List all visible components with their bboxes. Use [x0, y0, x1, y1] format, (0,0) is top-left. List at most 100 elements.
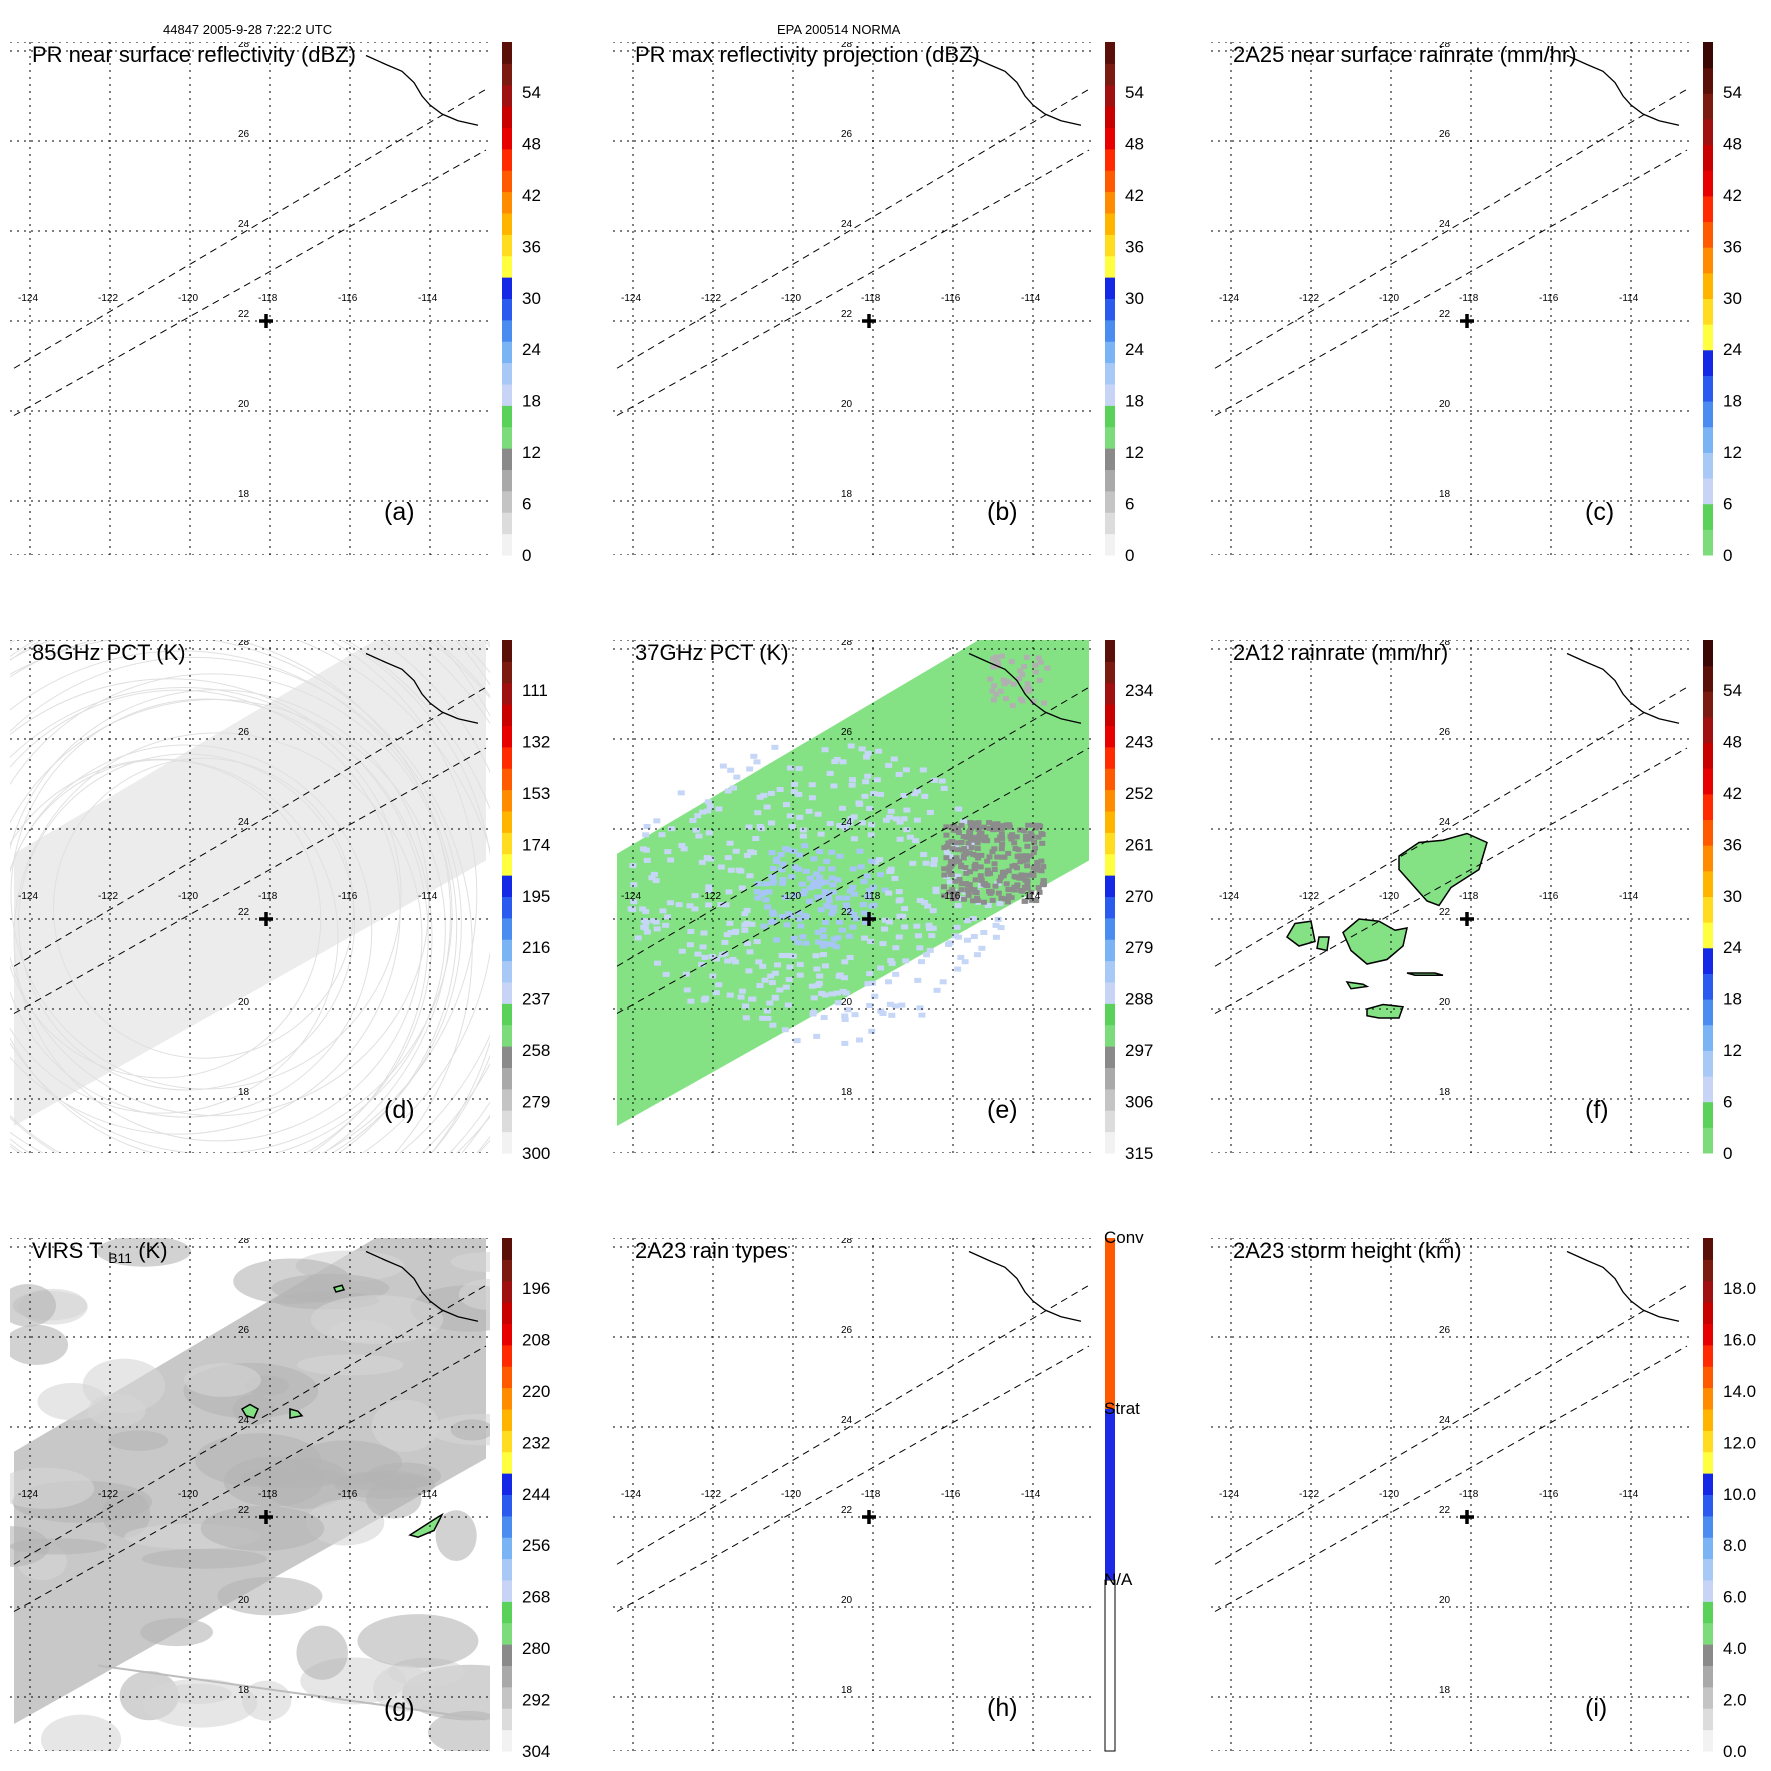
colorbar-segment [1703, 1686, 1713, 1709]
rain-contour [408, 1512, 444, 1539]
colorbar-tick: 306 [1125, 1093, 1153, 1112]
swath-edge [13, 149, 487, 416]
lon-tick-label: -118 [258, 293, 278, 304]
storm-center-marker [1460, 314, 1474, 328]
storm-center-marker [259, 314, 273, 328]
lon-tick-label: -122 [1299, 891, 1319, 902]
lat-tick-label: 18 [1439, 1087, 1451, 1098]
lat-tick-label: 26 [841, 727, 853, 738]
lon-tick-label: -116 [338, 1489, 358, 1500]
colorbar-tick: 12 [522, 443, 541, 462]
lat-tick-label: 22 [841, 309, 853, 320]
colorbar-segment [502, 1366, 512, 1389]
colorbar-segment [1703, 793, 1713, 821]
colorbar-segment [502, 789, 512, 812]
colorbar-segment [1703, 195, 1713, 223]
lon-tick-label: -124 [1219, 891, 1239, 902]
lat-tick-label: 20 [1439, 1595, 1451, 1606]
colorbar-segment [1703, 67, 1713, 94]
colorbar-tick: 36 [1125, 237, 1144, 256]
colorbar-segment [1703, 1259, 1713, 1282]
colorbar-tick: 8.0 [1723, 1536, 1747, 1555]
colorbar-segment [502, 1387, 512, 1410]
lon-tick-label: -118 [1459, 1489, 1479, 1500]
map-area: -124 -122 -120 -118 -116 -114 28 26 24 22 20 18 [10, 42, 490, 555]
colorbar-tick: 18.0 [1723, 1279, 1756, 1298]
colorbar-tick: 270 [1125, 887, 1153, 906]
lon-tick-label: -122 [98, 1489, 118, 1500]
colorbar-tick: 30 [1723, 289, 1742, 308]
colorbar-segment [1105, 469, 1115, 492]
colorbar-segment [1104, 1579, 1116, 1752]
colorbar: 54 48 42 36 30 24 18 12 6 0 [1703, 42, 1742, 565]
colorbar-segment [502, 1537, 512, 1560]
colorbar-segment [1703, 819, 1713, 846]
lon-tick-label: -114 [1619, 293, 1639, 304]
colorbar-tick: N/A [1104, 1570, 1133, 1589]
swath-edge [13, 1284, 487, 1565]
panel-title: 37GHz PCT (K) [635, 640, 789, 665]
colorbar: Conv Strat N/A [1104, 1228, 1144, 1752]
lon-tick-label: -116 [1539, 891, 1559, 902]
lat-tick-label: 26 [841, 129, 853, 140]
lat-tick-label: 20 [841, 399, 853, 410]
colorbar-tick: 54 [1723, 681, 1742, 700]
storm-center-marker [862, 1510, 876, 1524]
colorbar-tick: 4.0 [1723, 1639, 1747, 1658]
colorbar-tick: 0 [1125, 546, 1134, 565]
colorbar-tick: 18 [1723, 990, 1742, 1009]
colorbar-tick: 36 [1723, 237, 1742, 256]
colorbar-segment [1105, 512, 1115, 535]
colorbar-segment [1703, 170, 1713, 197]
colorbar-tick: 24 [1723, 938, 1742, 957]
colorbar-segment [1105, 191, 1115, 214]
swath-37ghz [617, 640, 1089, 1126]
colorbar-tick: 54 [1125, 83, 1144, 102]
colorbar-tick: 36 [522, 237, 541, 256]
colorbar-segment [502, 1601, 512, 1624]
colorbar-segment [502, 960, 512, 983]
colorbar-segment [502, 1302, 512, 1324]
colorbar-segment [502, 1259, 512, 1282]
panel-letter: (a) [384, 498, 415, 526]
colorbar-segment [502, 277, 512, 299]
colorbar-tick: 292 [522, 1691, 550, 1710]
lon-tick-label: -114 [1021, 1489, 1041, 1500]
lon-tick-label: -120 [1379, 891, 1399, 902]
colorbar-tick: 24 [522, 340, 541, 359]
colorbar-tick: 48 [1723, 134, 1742, 153]
colorbar-segment [502, 84, 512, 107]
colorbar-tick: Conv [1104, 1228, 1144, 1247]
lon-tick-label: -124 [621, 293, 641, 304]
lon-tick-label: -116 [941, 1489, 961, 1500]
colorbar-segment [1703, 118, 1713, 146]
lat-tick-label: 20 [238, 1595, 250, 1606]
colorbar-segment [502, 170, 512, 193]
colorbar-segment [502, 1046, 512, 1068]
colorbar-segment [502, 448, 512, 470]
colorbar-segment [502, 1067, 512, 1090]
panel-g: -124 -122 -120 -118 -116 -114 28 26 24 22 20 18 VIRS… [10, 1238, 550, 1761]
colorbar-segment [1105, 704, 1115, 726]
colorbar-segment [502, 319, 512, 342]
colorbar-segment [1703, 1665, 1713, 1688]
panel-letter: (b) [987, 498, 1018, 526]
coastline [1566, 652, 1680, 724]
lat-tick-label: 26 [238, 727, 250, 738]
colorbar-segment [1105, 875, 1115, 897]
colorbar-segment [502, 832, 512, 855]
colorbar-segment [502, 469, 512, 492]
colorbar-segment [502, 1110, 512, 1133]
colorbar: 54 48 42 36 30 24 18 12 6 0 [1703, 640, 1742, 1163]
map-area: -124 -122 -120 -118 -116 -114 28 26 24 22 20 18 [1211, 42, 1691, 555]
lon-tick-label: -118 [861, 1489, 881, 1500]
colorbar-segment [1703, 452, 1713, 479]
colorbar-segment [502, 191, 512, 214]
lat-tick-label: 24 [841, 1415, 853, 1426]
colorbar-segment [1703, 691, 1713, 718]
colorbar-segment [1703, 665, 1713, 692]
colorbar-segment [502, 704, 512, 726]
panel-title: PR near surface reflectivity (dBZ) [32, 42, 356, 67]
panel-i: -124 -122 -120 -118 -116 -114 28 26 24 22 20 18 2A23… [1211, 1238, 1756, 1761]
